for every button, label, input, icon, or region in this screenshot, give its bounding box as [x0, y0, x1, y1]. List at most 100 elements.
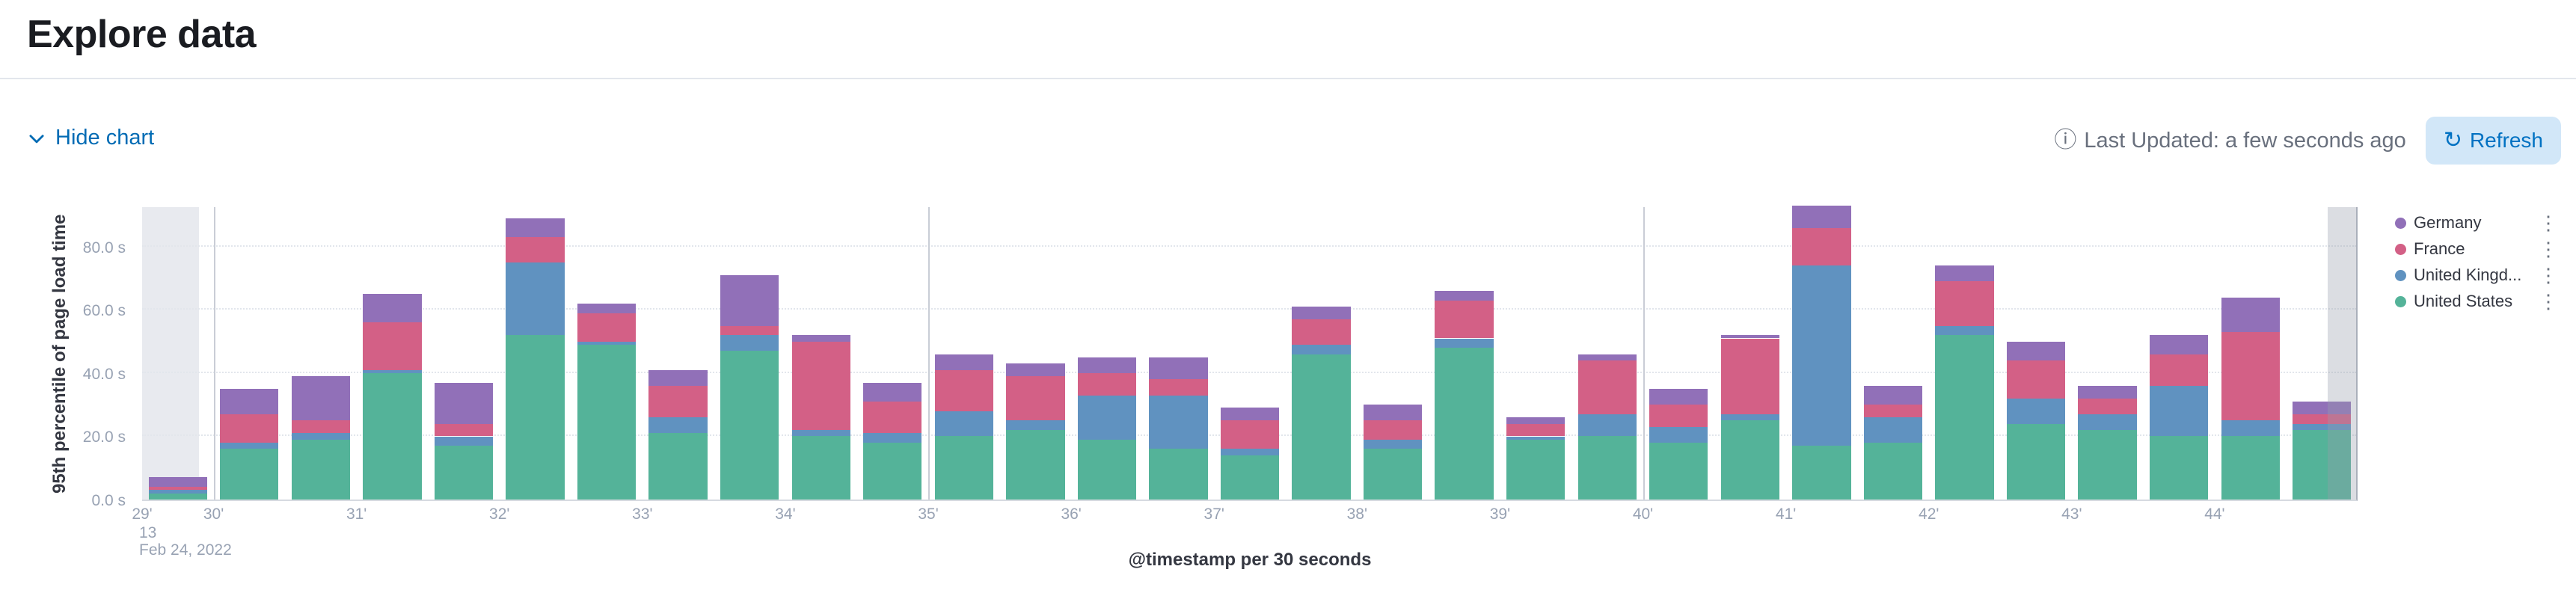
bar-segment[interactable]: [1649, 426, 1708, 443]
bar-segment[interactable]: [1220, 420, 1280, 449]
bar-segment[interactable]: [2221, 332, 2280, 421]
bar-segment[interactable]: [2078, 430, 2137, 500]
bar-segment[interactable]: [2149, 385, 2209, 437]
bar-segment[interactable]: [1435, 291, 1494, 301]
bar-segment[interactable]: [220, 449, 279, 500]
bar-segment[interactable]: [934, 411, 993, 437]
bar-segment[interactable]: [148, 487, 207, 491]
bar-segment[interactable]: [1363, 449, 1423, 500]
bar-segment[interactable]: [1435, 348, 1494, 500]
bar-segment[interactable]: [1792, 446, 1851, 500]
bar-segment[interactable]: [1792, 265, 1851, 446]
legend-item-united-kingd-[interactable]: United Kingd... ⋮: [2395, 264, 2561, 286]
bar-segment[interactable]: [1220, 455, 1280, 500]
bar-segment[interactable]: [434, 436, 494, 446]
bar-segment[interactable]: [2078, 414, 2137, 431]
bar-segment[interactable]: [2293, 414, 2352, 424]
bar-segment[interactable]: [2149, 354, 2209, 386]
bar-segment[interactable]: [1006, 430, 1065, 500]
bar-segment[interactable]: [1577, 360, 1637, 414]
bar-segment[interactable]: [1649, 389, 1708, 405]
bar-segment[interactable]: [1006, 420, 1065, 431]
legend-actions-icon[interactable]: ⋮: [2539, 289, 2558, 313]
legend-item-germany[interactable]: Germany ⋮: [2395, 212, 2561, 234]
bar-segment[interactable]: [648, 417, 708, 434]
bar-segment[interactable]: [434, 382, 494, 424]
bar-segment[interactable]: [791, 436, 850, 500]
bar-segment[interactable]: [2293, 402, 2352, 414]
bar-segment[interactable]: [506, 262, 565, 336]
bar-segment[interactable]: [1506, 423, 1565, 437]
bar-segment[interactable]: [1006, 363, 1065, 377]
bar-segment[interactable]: [863, 382, 922, 402]
bar-segment[interactable]: [2078, 398, 2137, 414]
bar-segment[interactable]: [1363, 420, 1423, 440]
bar-segment[interactable]: [363, 372, 422, 500]
bar-segment[interactable]: [1792, 227, 1851, 266]
bar-segment[interactable]: [1863, 385, 1923, 405]
bar-segment[interactable]: [1077, 439, 1137, 500]
bar-segment[interactable]: [148, 490, 207, 494]
bar-segment[interactable]: [1149, 449, 1208, 500]
bar-segment[interactable]: [1577, 436, 1637, 500]
bar-segment[interactable]: [720, 335, 779, 351]
legend-actions-icon[interactable]: ⋮: [2539, 237, 2558, 260]
bar-segment[interactable]: [1935, 265, 1994, 282]
bar-segment[interactable]: [720, 325, 779, 336]
legend-actions-icon[interactable]: ⋮: [2539, 211, 2558, 234]
bar-segment[interactable]: [363, 369, 422, 373]
bar-segment[interactable]: [1363, 405, 1423, 421]
bar-segment[interactable]: [1292, 344, 1351, 354]
bar-segment[interactable]: [1435, 338, 1494, 348]
bar-segment[interactable]: [1220, 449, 1280, 455]
bar-segment[interactable]: [934, 354, 993, 370]
bar-segment[interactable]: [1720, 338, 1779, 414]
bar-segment[interactable]: [363, 322, 422, 370]
bar-segment[interactable]: [1720, 420, 1779, 500]
legend-actions-icon[interactable]: ⋮: [2539, 263, 2558, 286]
bar-segment[interactable]: [720, 274, 779, 326]
bar-segment[interactable]: [2221, 420, 2280, 437]
bar-segment[interactable]: [2006, 398, 2066, 424]
bar-segment[interactable]: [2293, 423, 2352, 431]
hide-chart-button[interactable]: Hide chart: [27, 126, 154, 150]
bar-segment[interactable]: [577, 341, 637, 345]
bar-segment[interactable]: [506, 237, 565, 263]
bar-segment[interactable]: [1292, 354, 1351, 500]
bar-segment[interactable]: [220, 442, 279, 449]
bar-segment[interactable]: [1577, 414, 1637, 437]
bar-segment[interactable]: [863, 402, 922, 434]
bar-segment[interactable]: [720, 351, 779, 500]
stacked-bar-chart-plot[interactable]: [142, 206, 2358, 501]
bar-segment[interactable]: [1435, 300, 1494, 339]
bar-segment[interactable]: [791, 335, 850, 342]
bar-segment[interactable]: [148, 493, 207, 500]
bar-segment[interactable]: [577, 304, 637, 313]
bar-segment[interactable]: [220, 414, 279, 443]
bar-segment[interactable]: [577, 313, 637, 342]
bar-segment[interactable]: [934, 369, 993, 411]
bar-segment[interactable]: [363, 294, 422, 323]
bar-segment[interactable]: [1149, 357, 1208, 380]
bar-segment[interactable]: [1863, 442, 1923, 500]
bar-segment[interactable]: [934, 436, 993, 500]
bar-segment[interactable]: [220, 389, 279, 414]
bar-segment[interactable]: [1149, 379, 1208, 396]
bar-segment[interactable]: [1506, 417, 1565, 424]
bar-segment[interactable]: [577, 344, 637, 500]
bar-segment[interactable]: [2006, 341, 2066, 361]
bar-segment[interactable]: [148, 477, 207, 488]
bar-segment[interactable]: [1077, 372, 1137, 396]
bar-segment[interactable]: [1720, 335, 1779, 339]
bar-segment[interactable]: [791, 430, 850, 437]
bar-segment[interactable]: [1649, 405, 1708, 427]
bar-segment[interactable]: [2006, 423, 2066, 500]
bar-segment[interactable]: [2078, 385, 2137, 399]
bar-segment[interactable]: [1077, 357, 1137, 373]
bar-segment[interactable]: [1292, 319, 1351, 345]
bar-segment[interactable]: [1863, 417, 1923, 443]
bar-segment[interactable]: [1220, 408, 1280, 421]
legend-item-united-states[interactable]: United States ⋮: [2395, 290, 2561, 313]
refresh-button[interactable]: ↻ Refresh: [2425, 117, 2561, 165]
bar-segment[interactable]: [1649, 442, 1708, 500]
